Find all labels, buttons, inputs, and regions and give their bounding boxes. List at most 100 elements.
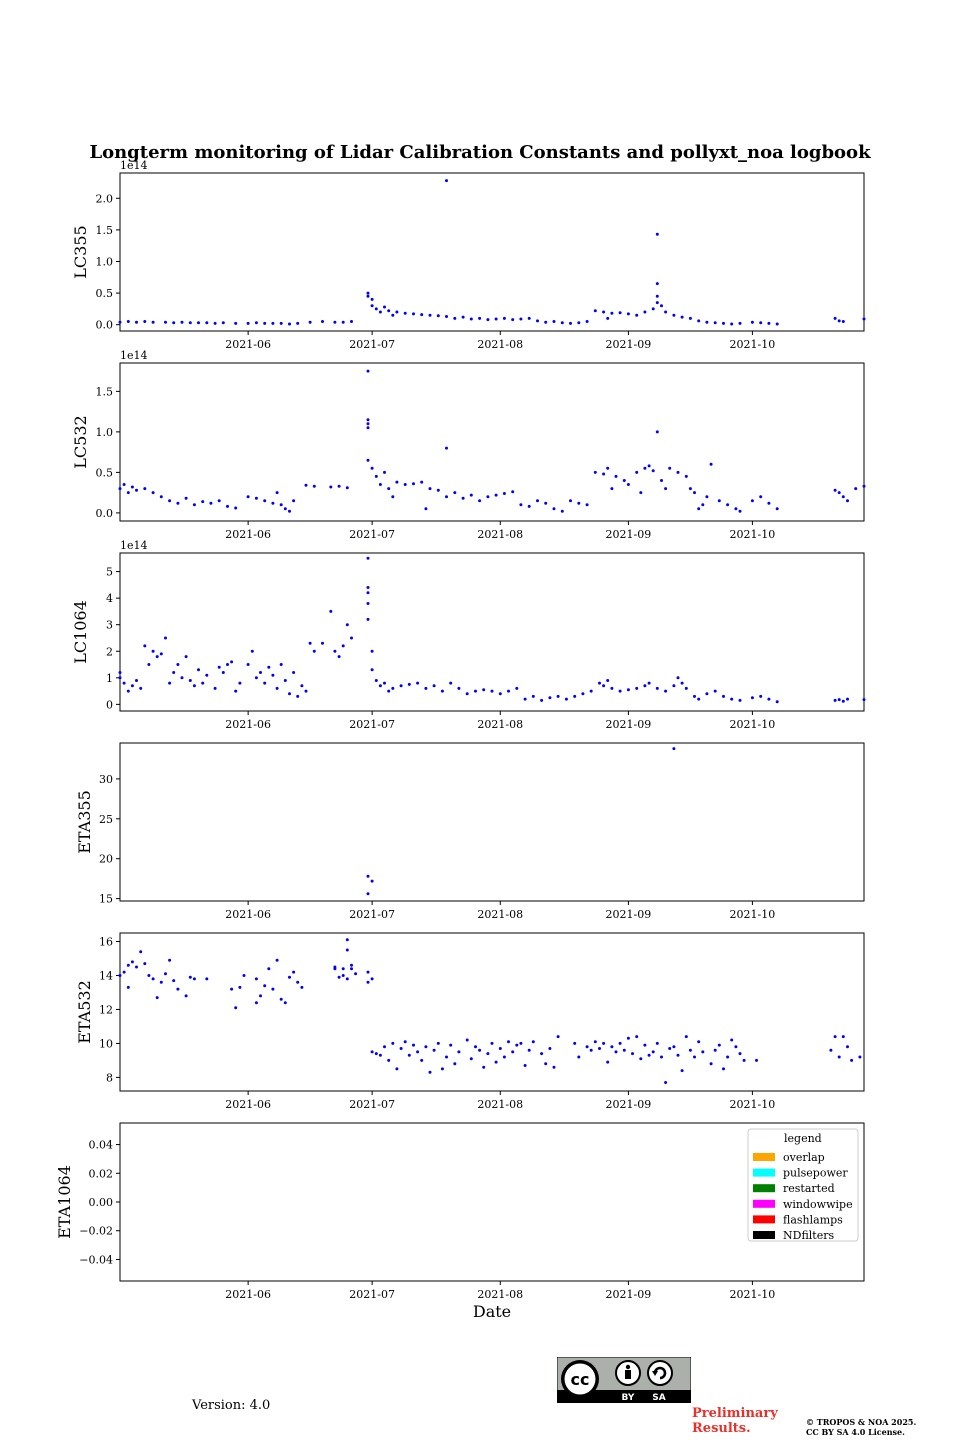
- data-point: [246, 663, 250, 666]
- data-point: [279, 997, 283, 1001]
- data-point: [610, 1045, 614, 1049]
- data-point: [428, 487, 432, 491]
- data-point: [837, 1055, 841, 1059]
- x-tick-label: 2021-07: [349, 718, 395, 731]
- data-point: [502, 492, 506, 495]
- data-point: [552, 1065, 556, 1069]
- data-point: [610, 311, 614, 315]
- data-point: [188, 321, 192, 325]
- data-point: [688, 316, 692, 320]
- data-point: [391, 1041, 395, 1045]
- data-point: [742, 1058, 746, 1062]
- data-point: [226, 504, 229, 508]
- data-point: [259, 671, 262, 674]
- data-point: [457, 1050, 461, 1054]
- data-point: [333, 965, 337, 969]
- legend-swatch-overlap: [753, 1153, 775, 1161]
- data-point: [399, 1047, 403, 1050]
- data-point: [370, 879, 374, 883]
- x-tick-label: 2021-06: [225, 908, 271, 921]
- data-point: [585, 320, 589, 323]
- data-point: [461, 315, 465, 319]
- data-point: [643, 684, 647, 688]
- copyright-notice: © TROPOS & NOA 2025. CC BY SA 4.0 Licens…: [806, 1417, 916, 1437]
- data-point: [288, 322, 291, 326]
- y-tick-label: 0.02: [89, 1167, 114, 1180]
- data-point: [693, 694, 696, 698]
- data-point: [135, 679, 138, 682]
- data-point: [614, 474, 618, 478]
- data-point: [254, 496, 258, 500]
- data-point: [143, 962, 147, 966]
- data-point: [176, 663, 180, 666]
- data-point: [697, 697, 701, 701]
- data-point: [304, 689, 308, 693]
- data-point: [651, 469, 655, 473]
- data-point: [155, 996, 159, 1000]
- data-point: [639, 1057, 643, 1061]
- data-point: [536, 319, 539, 323]
- data-point: [688, 487, 692, 491]
- x-tick-label: 2021-07: [349, 908, 395, 921]
- x-tick-label: 2021-06: [225, 718, 271, 731]
- data-point: [544, 320, 548, 324]
- data-point: [172, 671, 176, 674]
- data-point: [275, 686, 279, 690]
- legend: legend overlap pulsepower restarted windowwi…: [747, 1128, 859, 1242]
- data-point: [854, 487, 858, 491]
- data-point: [544, 1062, 548, 1066]
- data-point: [639, 491, 643, 495]
- data-point: [469, 493, 473, 497]
- data-point: [511, 1050, 515, 1054]
- data-point: [126, 689, 130, 693]
- data-point: [730, 1038, 734, 1042]
- data-point: [726, 1055, 730, 1059]
- data-point: [722, 694, 725, 698]
- panel-lc1064: 2021-06 2021-07 2021-08 2021-09 2021-10 0 1 2 3 4…: [71, 539, 866, 731]
- y-tick-label: 0.0: [96, 507, 114, 520]
- data-point: [655, 232, 659, 236]
- data-point: [403, 311, 407, 315]
- data-point: [655, 686, 659, 690]
- data-point: [263, 681, 267, 685]
- data-point: [254, 676, 258, 680]
- data-point: [366, 892, 370, 896]
- data-point: [680, 1069, 684, 1073]
- data-point: [643, 1043, 647, 1047]
- y-tick-label: 20: [99, 853, 113, 866]
- data-point: [486, 318, 490, 322]
- legend-label-windowwipe: windowwipe: [783, 1198, 853, 1211]
- x-tick-label: 2021-10: [730, 338, 776, 351]
- data-point: [841, 495, 845, 499]
- data-point: [837, 491, 841, 495]
- data-point: [606, 679, 610, 682]
- data-point: [705, 692, 709, 696]
- plot-frame: [119, 552, 865, 712]
- data-point: [292, 671, 296, 674]
- data-point: [283, 507, 287, 511]
- data-point: [837, 698, 841, 702]
- data-point: [366, 458, 370, 462]
- data-point: [478, 1048, 482, 1052]
- data-point: [424, 686, 428, 690]
- data-series: [118, 369, 866, 513]
- data-point: [176, 501, 180, 505]
- data-point: [564, 697, 568, 701]
- data-point: [122, 970, 126, 974]
- data-point: [709, 1062, 713, 1066]
- x-tick-label: 2021-07: [349, 338, 395, 351]
- data-point: [164, 636, 167, 640]
- data-point: [767, 321, 771, 325]
- data-point: [502, 316, 506, 320]
- legend-label-overlap: overlap: [783, 1151, 825, 1164]
- cc-license-badge[interactable]: cc BY SA: [556, 1356, 692, 1404]
- x-tick-label: 2021-07: [349, 528, 395, 541]
- data-point: [387, 1058, 391, 1062]
- data-point: [143, 644, 147, 648]
- data-point: [354, 972, 358, 976]
- data-point: [453, 1062, 457, 1066]
- data-series: [118, 556, 866, 704]
- data-point: [213, 321, 217, 325]
- data-point: [767, 697, 771, 701]
- data-point: [378, 684, 382, 688]
